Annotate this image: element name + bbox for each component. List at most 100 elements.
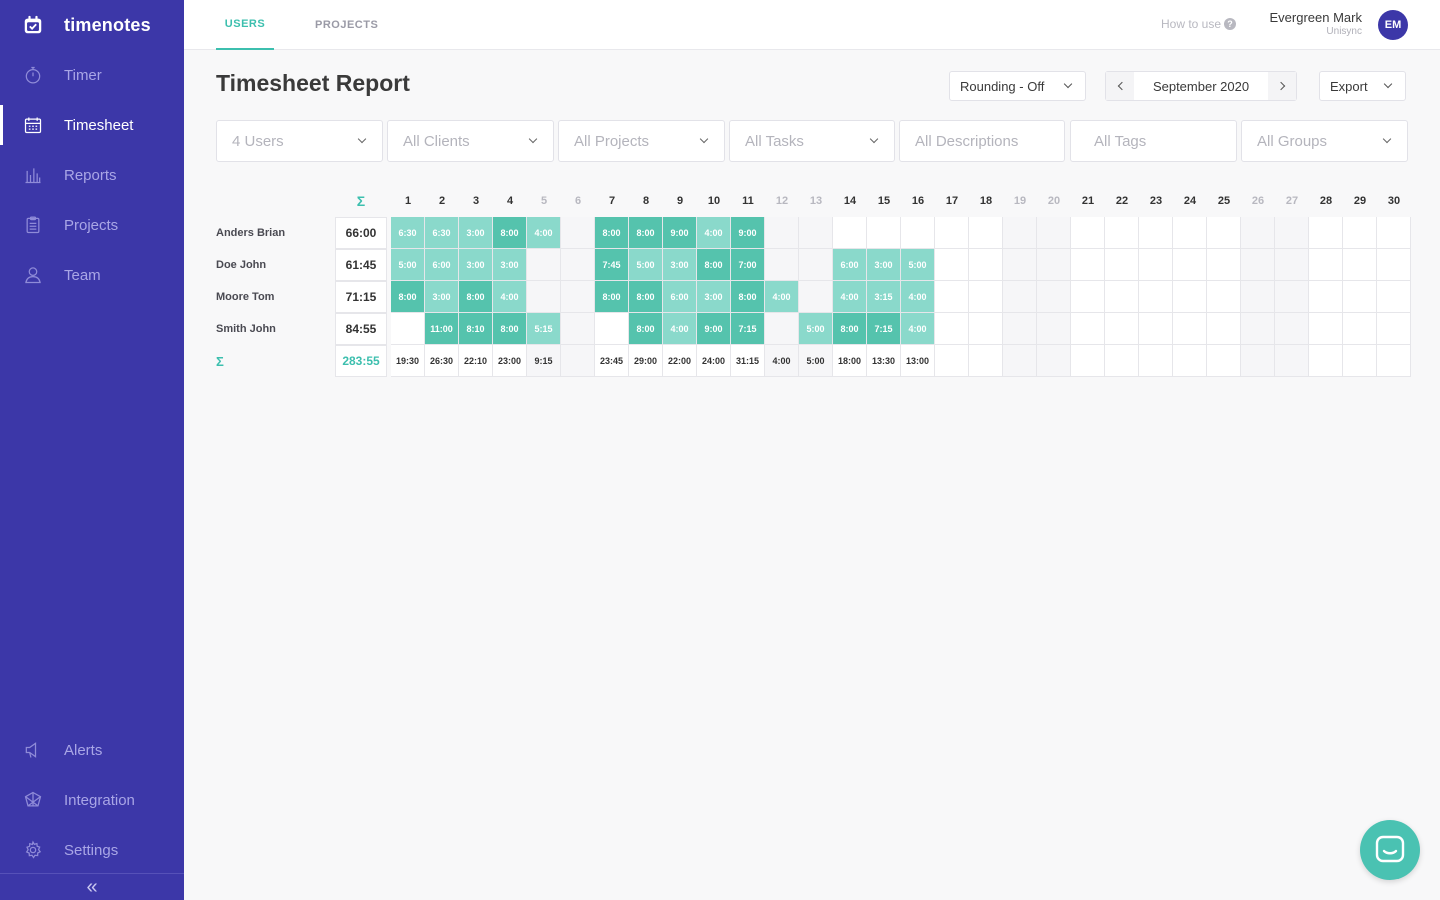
sidebar-item-team[interactable]: Team: [0, 255, 184, 295]
time-cell[interactable]: 7:15: [867, 313, 901, 345]
time-cell[interactable]: 5:00: [629, 249, 663, 281]
time-cell: [1343, 249, 1377, 281]
time-cell[interactable]: 4:00: [663, 313, 697, 345]
time-cell[interactable]: 8:00: [493, 217, 527, 249]
time-cell[interactable]: 4:00: [493, 281, 527, 313]
time-cell[interactable]: 5:00: [901, 249, 935, 281]
time-cell: [1003, 217, 1037, 249]
time-cell[interactable]: 3:00: [459, 249, 493, 281]
clients-filter[interactable]: All Clients: [387, 120, 554, 162]
user-menu[interactable]: Evergreen Mark Unisync: [1270, 10, 1362, 37]
time-cell[interactable]: 4:00: [901, 281, 935, 313]
time-cell[interactable]: 6:00: [663, 281, 697, 313]
time-cell[interactable]: 6:30: [425, 217, 459, 249]
rounding-dropdown[interactable]: Rounding - Off: [949, 71, 1086, 101]
avatar[interactable]: EM: [1378, 10, 1408, 40]
how-to-use-link[interactable]: How to use ?: [1161, 17, 1237, 31]
time-cell[interactable]: 6:00: [833, 249, 867, 281]
time-cell[interactable]: 3:00: [425, 281, 459, 313]
time-cell[interactable]: 6:30: [391, 217, 425, 249]
day-total-cell: 23:45: [595, 345, 629, 377]
time-cell[interactable]: 7:00: [731, 249, 765, 281]
time-cell[interactable]: 8:00: [459, 281, 493, 313]
time-cell: [1037, 281, 1071, 313]
how-to-use-label: How to use: [1161, 17, 1222, 31]
time-cell[interactable]: 4:00: [765, 281, 799, 313]
brand[interactable]: timenotes: [0, 0, 184, 50]
time-cell[interactable]: 11:00: [425, 313, 459, 345]
time-cell[interactable]: 7:15: [731, 313, 765, 345]
tab-users[interactable]: USERS: [216, 0, 274, 50]
time-cell[interactable]: 5:15: [527, 313, 561, 345]
time-cell: [867, 217, 901, 249]
time-cell[interactable]: 3:00: [867, 249, 901, 281]
day-total-cell: 9:15: [527, 345, 561, 377]
sidebar-item-integration[interactable]: Integration: [0, 780, 184, 820]
time-cell[interactable]: 8:10: [459, 313, 493, 345]
next-month-button[interactable]: [1268, 72, 1296, 100]
projects-filter[interactable]: All Projects: [558, 120, 725, 162]
sidebar-item-alerts[interactable]: Alerts: [0, 730, 184, 770]
day-total-cell: 31:15: [731, 345, 765, 377]
time-cell[interactable]: 8:00: [629, 217, 663, 249]
groups-filter[interactable]: All Groups: [1241, 120, 1408, 162]
export-dropdown[interactable]: Export: [1319, 71, 1406, 101]
day-total-cell: [1275, 345, 1309, 377]
time-cell[interactable]: 8:00: [697, 249, 731, 281]
time-cell[interactable]: 5:00: [799, 313, 833, 345]
tasks-filter[interactable]: All Tasks: [729, 120, 895, 162]
time-cell[interactable]: 8:00: [595, 217, 629, 249]
descriptions-filter[interactable]: All Descriptions: [899, 120, 1065, 162]
chat-widget-button[interactable]: [1360, 820, 1420, 880]
day-total-cell: [1241, 345, 1275, 377]
time-cell: [1037, 249, 1071, 281]
time-cell[interactable]: 3:15: [867, 281, 901, 313]
day-total-cell: [1207, 345, 1241, 377]
day-total-cell: 24:00: [697, 345, 731, 377]
tab-projects[interactable]: PROJECTS: [315, 19, 379, 31]
previous-month-button[interactable]: [1106, 72, 1134, 100]
time-cell[interactable]: 8:00: [391, 281, 425, 313]
time-cell[interactable]: 8:00: [629, 313, 663, 345]
time-cell[interactable]: 4:00: [527, 217, 561, 249]
time-cell[interactable]: 3:00: [663, 249, 697, 281]
users-filter[interactable]: 4 Users: [216, 120, 383, 162]
time-cell[interactable]: 8:00: [595, 281, 629, 313]
day-header: 28: [1319, 195, 1333, 207]
collapse-sidebar-button[interactable]: «: [0, 873, 184, 900]
bar-chart-icon: [22, 164, 44, 186]
time-cell[interactable]: 8:00: [731, 281, 765, 313]
time-cell[interactable]: 5:00: [391, 249, 425, 281]
time-cell[interactable]: 3:00: [459, 217, 493, 249]
sidebar-item-timer[interactable]: Timer: [0, 55, 184, 95]
time-cell[interactable]: 7:45: [595, 249, 629, 281]
time-cell[interactable]: 9:00: [731, 217, 765, 249]
user-total-cell: 71:15: [335, 281, 387, 313]
time-cell[interactable]: 8:00: [493, 313, 527, 345]
time-cell: [901, 217, 935, 249]
sigma-row-label: Σ: [216, 353, 224, 369]
time-cell[interactable]: 8:00: [833, 313, 867, 345]
tags-filter[interactable]: All Tags: [1070, 120, 1237, 162]
time-cell[interactable]: 4:00: [901, 313, 935, 345]
time-cell[interactable]: 3:00: [697, 281, 731, 313]
sidebar-item-label: Timer: [64, 66, 102, 84]
sidebar-item-reports[interactable]: Reports: [0, 155, 184, 195]
day-header: 24: [1183, 195, 1197, 207]
time-cell: [1105, 217, 1139, 249]
time-cell[interactable]: 3:00: [493, 249, 527, 281]
tasks-filter-label: All Tasks: [745, 132, 804, 150]
time-cell[interactable]: 4:00: [833, 281, 867, 313]
time-cell[interactable]: 8:00: [629, 281, 663, 313]
time-cell: [1377, 281, 1411, 313]
sidebar-item-projects[interactable]: Projects: [0, 205, 184, 245]
time-cell[interactable]: 9:00: [697, 313, 731, 345]
time-cell[interactable]: 4:00: [697, 217, 731, 249]
time-cell[interactable]: 6:00: [425, 249, 459, 281]
user-name-cell: Anders Brian: [216, 227, 286, 239]
user-name-cell: Doe John: [216, 259, 267, 271]
sidebar-item-settings[interactable]: Settings: [0, 830, 184, 870]
time-cell[interactable]: 9:00: [663, 217, 697, 249]
sidebar-item-label: Settings: [64, 841, 119, 859]
sidebar-item-timesheet[interactable]: Timesheet: [0, 105, 184, 145]
